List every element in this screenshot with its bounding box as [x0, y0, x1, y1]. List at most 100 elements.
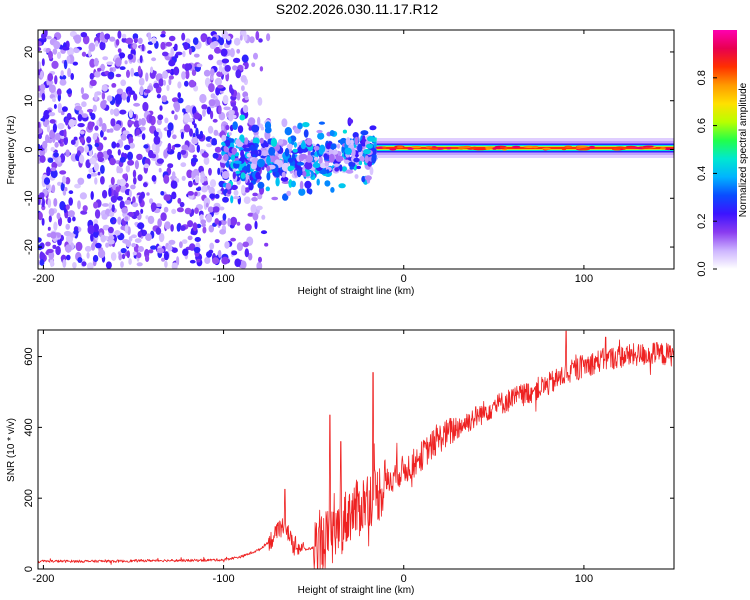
- heatmap-cell: [56, 212, 61, 220]
- y-tick-label: 0: [23, 146, 35, 152]
- heatmap-cell: [167, 244, 173, 252]
- heatmap-cell: [213, 129, 219, 136]
- heatmap-cell: [189, 259, 196, 264]
- heatmap-cell: [135, 210, 140, 216]
- heatmap-cell: [57, 103, 62, 111]
- heatmap-cell: [260, 126, 265, 131]
- heatmap-cell: [642, 145, 654, 148]
- heatmap-cell: [51, 161, 58, 170]
- heatmap-cell: [124, 224, 129, 234]
- heatmap-cell: [76, 150, 81, 157]
- heatmap-cell: [127, 151, 133, 161]
- heatmap-cell: [87, 224, 95, 235]
- heatmap-cell: [70, 139, 76, 145]
- heatmap-cell: [174, 43, 178, 50]
- heatmap-cell: [361, 175, 366, 183]
- heatmap-cell: [195, 127, 199, 137]
- heatmap-cell: [225, 139, 231, 147]
- heatmap-cell: [155, 203, 162, 208]
- heatmap-cell: [232, 65, 238, 71]
- heatmap-cell: [230, 88, 234, 96]
- heatmap-cell: [141, 133, 146, 141]
- heatmap-cell: [333, 163, 340, 167]
- heatmap-cell: [156, 158, 164, 164]
- heatmap-cell: [232, 171, 236, 180]
- heatmap-cell: [47, 157, 54, 163]
- heatmap-cell: [128, 236, 133, 242]
- heatmap-cell: [47, 73, 54, 82]
- heatmap-cell: [168, 53, 172, 57]
- heatmap-cell: [79, 137, 85, 144]
- heatmap-cell: [278, 138, 284, 145]
- heatmap-cell: [208, 54, 214, 61]
- heatmap-cell: [73, 136, 78, 141]
- heatmap-cell: [396, 145, 404, 149]
- heatmap-cell: [50, 167, 57, 172]
- heatmap-cell: [184, 63, 191, 72]
- heatmap-cell: [221, 58, 230, 64]
- heatmap-cell: [108, 202, 113, 210]
- heatmap-cell: [116, 179, 121, 186]
- heatmap-cell: [231, 250, 238, 256]
- heatmap-cell: [205, 202, 209, 208]
- heatmap-cell: [576, 145, 589, 148]
- heatmap-cell: [318, 121, 325, 125]
- y-tick-label: 200: [23, 489, 35, 507]
- heatmap-cell: [165, 41, 173, 47]
- heatmap-cell: [124, 60, 128, 65]
- heatmap-cell: [192, 222, 198, 232]
- heatmap-cell: [168, 78, 172, 86]
- heatmap-cell: [296, 161, 305, 166]
- heatmap-cell: [300, 142, 307, 150]
- snr-x-label: Height of straight line (km): [298, 585, 415, 596]
- heatmap-cell: [57, 181, 62, 186]
- heatmap-cell: [121, 91, 127, 101]
- heatmap-cell: [137, 174, 143, 182]
- heatmap-cell: [625, 145, 636, 149]
- heatmap-cell: [264, 142, 269, 148]
- heatmap-cell: [90, 113, 96, 120]
- heatmap-cell: [137, 222, 145, 230]
- heatmap-cell: [194, 175, 200, 184]
- heatmap-cell: [159, 105, 163, 111]
- heatmap-cell: [218, 249, 222, 258]
- heatmap-cell: [128, 258, 132, 265]
- heatmap-cell: [281, 118, 288, 128]
- heatmap-cell: [171, 171, 176, 179]
- heatmap-cell: [139, 55, 143, 64]
- heatmap-cell: [40, 70, 44, 79]
- heatmap-cell: [53, 221, 58, 231]
- heatmap-cell: [181, 32, 186, 41]
- heatmap-cell: [224, 64, 231, 72]
- colorbar-tick-label: 0.4: [696, 166, 708, 181]
- heatmap-cell: [243, 196, 251, 204]
- heatmap-cell: [191, 157, 198, 163]
- heatmap-cell: [156, 247, 165, 254]
- colorbar: 0.0 0.2 0.4 0.6 0.8 Normalized spectral ampl…: [696, 30, 749, 277]
- heatmap-cell: [290, 180, 296, 188]
- heatmap-cell: [341, 166, 347, 172]
- heatmap-cell: [236, 48, 241, 54]
- heatmap-cell: [59, 79, 67, 86]
- snr-x-axis: -200 -100 0 100: [32, 330, 593, 585]
- heatmap-cell: [45, 183, 50, 189]
- heatmap-cell: [366, 143, 373, 149]
- heatmap-cell: [81, 93, 90, 100]
- heatmap-cell: [233, 37, 241, 46]
- heatmap-cell: [201, 104, 208, 110]
- heatmap-cell: [38, 40, 42, 47]
- heatmap-cell: [94, 177, 98, 185]
- heatmap-cell: [330, 187, 335, 193]
- heatmap-cell: [115, 39, 120, 46]
- heatmap-cell: [257, 158, 265, 168]
- heatmap-cell: [248, 146, 257, 151]
- heatmap-cell: [67, 210, 75, 218]
- heatmap-cell: [75, 241, 83, 252]
- heatmap-cell: [229, 48, 235, 58]
- heatmap-cell: [266, 165, 271, 172]
- heatmap-cell: [194, 207, 199, 214]
- heatmap-cell: [146, 192, 150, 196]
- heatmap-cell: [564, 145, 572, 148]
- heatmap-cell: [63, 129, 67, 138]
- heatmap-cell: [244, 95, 249, 101]
